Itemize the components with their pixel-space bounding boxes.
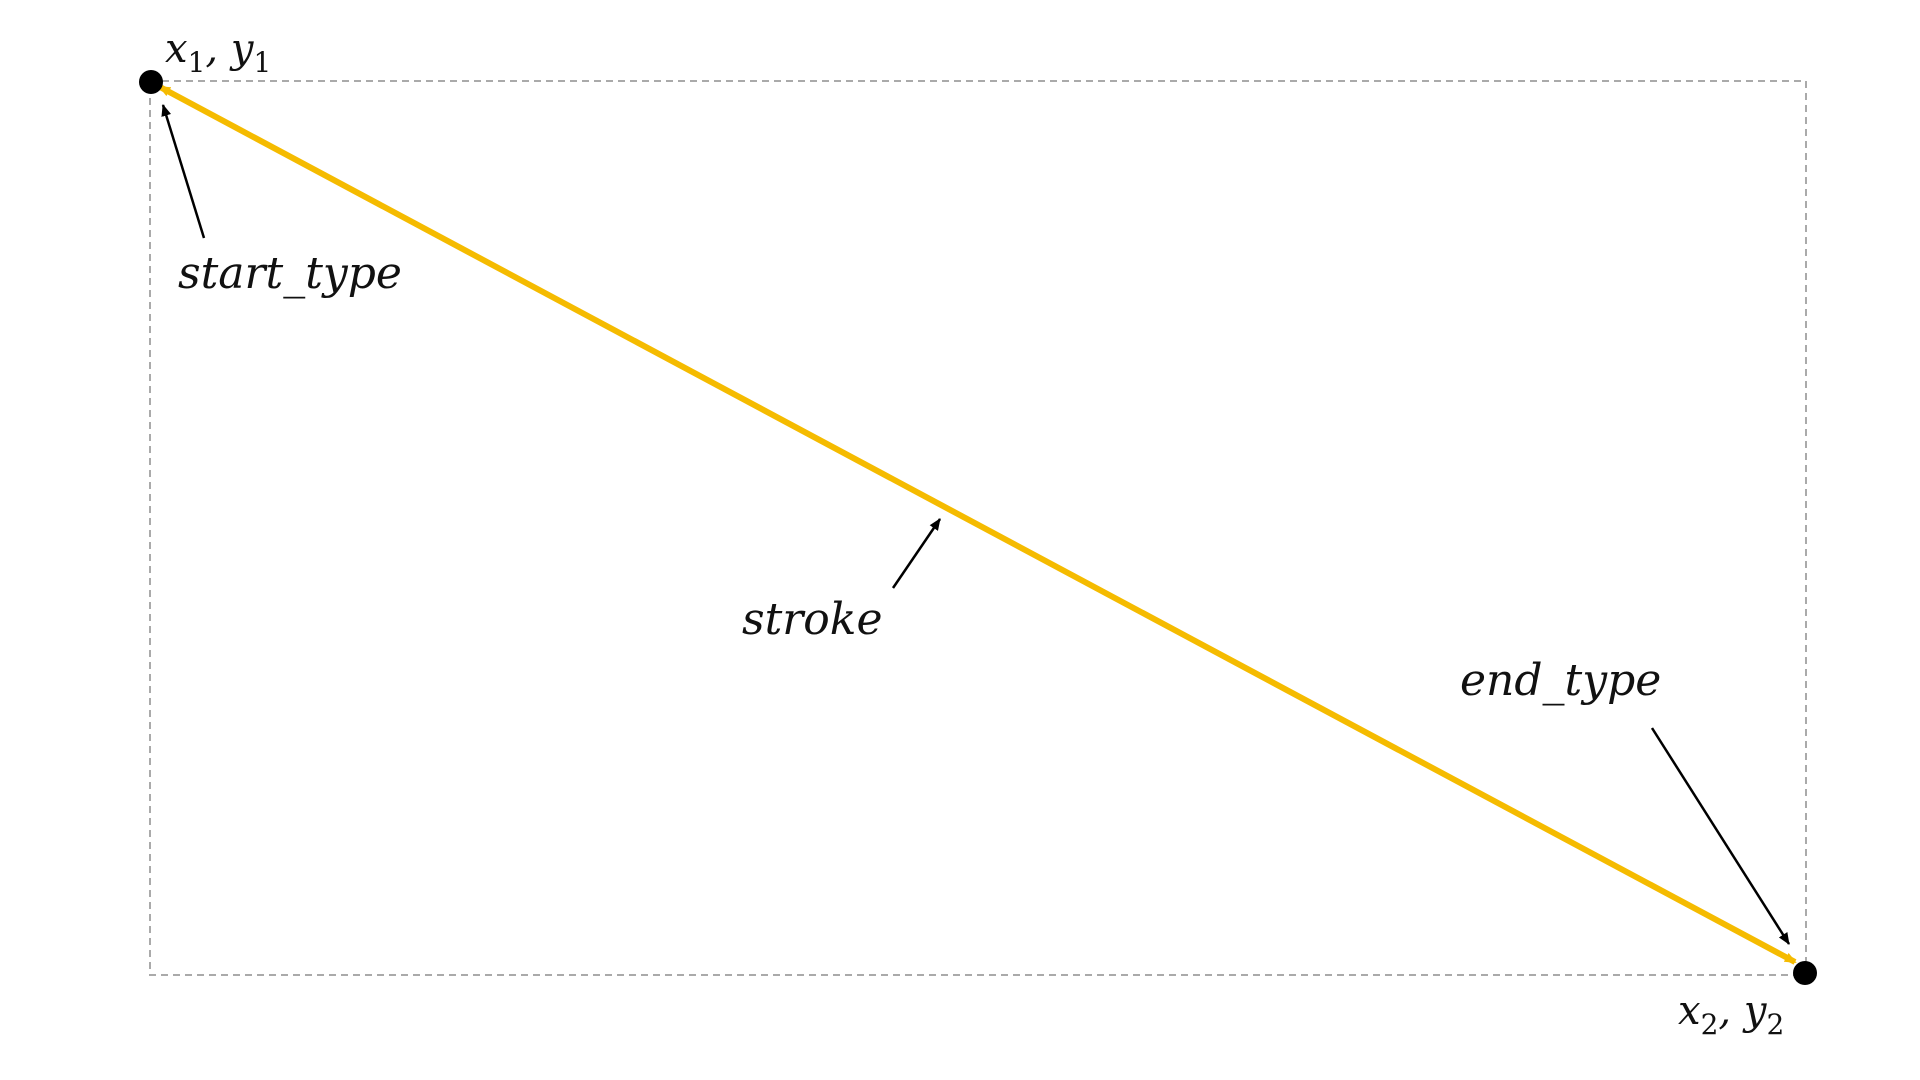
end-y-sub: 2 xyxy=(1766,1008,1784,1041)
start-point-label: x1, y1 xyxy=(165,26,271,79)
stroke-arrow xyxy=(891,518,942,589)
end-x: x xyxy=(1678,988,1701,1034)
start-y: y xyxy=(229,26,255,72)
start-sep: , xyxy=(205,26,230,72)
end-sep: , xyxy=(1718,988,1743,1034)
end-point xyxy=(1793,961,1817,985)
end-point-label: x2, y2 xyxy=(1678,988,1784,1041)
start-type-label: start_type xyxy=(178,248,402,299)
end-x-sub: 2 xyxy=(1701,1008,1719,1041)
start-x-sub: 1 xyxy=(188,46,206,79)
start-y-sub: 1 xyxy=(253,46,271,79)
start-type-arrow xyxy=(161,104,206,239)
stroke-label: stroke xyxy=(742,594,883,645)
end-type-label: end_type xyxy=(1460,655,1661,706)
start-x: x xyxy=(165,26,188,72)
stroke-line xyxy=(158,84,1797,965)
bounding-box xyxy=(149,80,1807,976)
end-type-arrow xyxy=(1650,727,1791,945)
end-y: y xyxy=(1742,988,1768,1034)
start-point xyxy=(139,70,163,94)
